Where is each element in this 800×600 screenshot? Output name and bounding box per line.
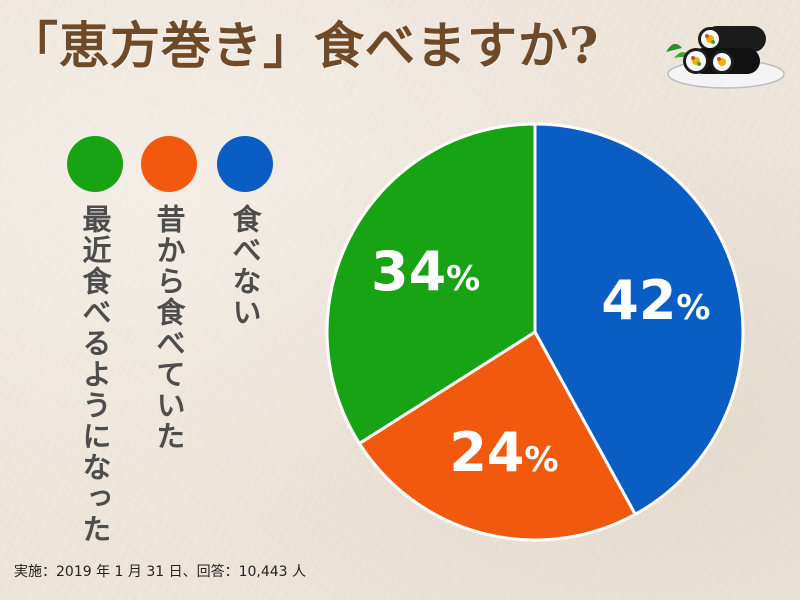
pie-label-always: 24% xyxy=(449,421,558,484)
survey-footnote: 実施：2019 年 1 月 31 日、回答：10,443 人 xyxy=(14,564,307,580)
legend-dot-green xyxy=(67,136,123,192)
page-title: 「恵方巻き」食べますか? xyxy=(8,16,600,75)
pie-label-never: 42% xyxy=(601,269,710,332)
legend-label-never: 食べない xyxy=(228,204,262,328)
legend-label-recent: 最近食べるようになった xyxy=(78,204,112,545)
legend-dot-orange xyxy=(141,136,197,192)
ehomaki-plate-icon xyxy=(666,26,785,89)
pie-slice-never xyxy=(533,122,745,517)
legend-dot-blue xyxy=(217,136,273,192)
pie-slice-recent xyxy=(325,122,537,446)
pie-label-recent: 34% xyxy=(371,240,480,303)
legend-label-always: 昔から食べていた xyxy=(152,204,186,452)
pie-slice-always xyxy=(357,329,638,542)
